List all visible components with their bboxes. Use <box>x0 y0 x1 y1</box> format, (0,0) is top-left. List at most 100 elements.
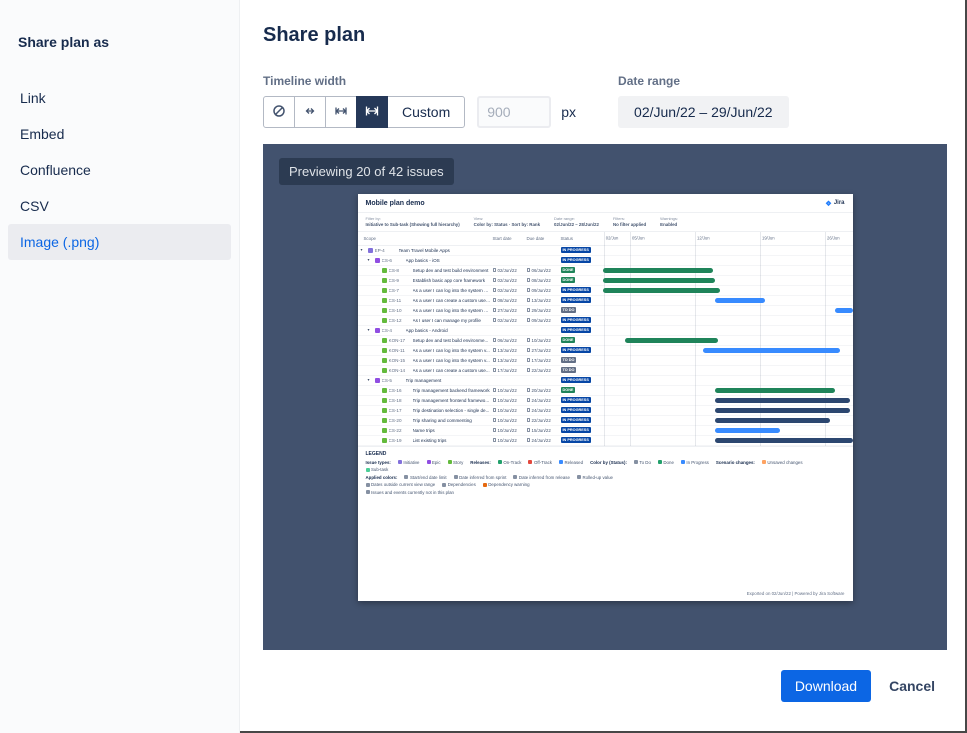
jira-logo: Jira <box>825 199 845 207</box>
timeline-header: 02/Jun 05/Jun 12/Jun 19/Jun 26/Jun <box>603 232 853 245</box>
width-medium-button[interactable] <box>325 96 357 128</box>
issue-type-icon <box>381 367 387 373</box>
timeline-cell <box>603 426 853 435</box>
timeline-tick-label: 02/Jun <box>605 235 619 241</box>
issue-key: CS-22 <box>388 427 402 433</box>
gantt-bar <box>715 408 850 413</box>
expand-icon[interactable]: ▾ <box>367 327 370 332</box>
plan-filter-date-range: Date range: 02/Jun/22 – 28/Jun/22 <box>554 215 599 227</box>
status-badge: IN PROGRESS <box>560 427 591 433</box>
date-cell: 09/Jun/22 <box>526 288 561 293</box>
legend-group-label: Issue types: <box>365 459 391 465</box>
gantt-bar <box>602 278 715 283</box>
date-range-button[interactable]: 02/Jun/22 – 29/Jun/22 <box>618 96 789 128</box>
issue-type-icon <box>381 277 387 283</box>
legend-item: Released <box>559 460 583 465</box>
calendar-icon <box>526 428 530 432</box>
width-fit-button[interactable] <box>263 96 295 128</box>
width-small-icon <box>302 103 318 122</box>
status-badge: TO DO <box>560 357 577 363</box>
legend-swatch-icon <box>633 460 638 464</box>
legend-group-label: Color by (Status): <box>590 459 627 465</box>
date-range-group: Date range 02/Jun/22 – 29/Jun/22 <box>618 74 789 128</box>
legend-group-label: Scenario changes: <box>715 459 755 465</box>
plan-preview-image: Mobile plan demo Jira Filter by: Initiati… <box>357 193 853 601</box>
date-cell: 06/Jun/22 <box>492 338 527 343</box>
timeline-tick-label: 12/Jun <box>697 235 710 241</box>
legend-group-label: Applied colors: <box>365 474 398 480</box>
sidebar-item-link[interactable]: Link <box>20 90 46 106</box>
date-cell: 10/Jun/22 <box>492 398 527 403</box>
width-input[interactable] <box>477 96 552 128</box>
sidebar-item-image-png[interactable]: Image (.png) <box>8 224 231 260</box>
issue-key: CS-7 <box>388 287 399 293</box>
status-cell: IN PROGRESS <box>560 247 603 253</box>
issue-type-icon <box>374 377 380 383</box>
status-cell: IN PROGRESS <box>560 407 603 413</box>
timeline-cell <box>603 436 853 445</box>
issue-summary: Setup dev and test build environment <box>412 267 489 273</box>
width-custom-button[interactable]: Custom <box>387 96 466 128</box>
width-large-button[interactable] <box>356 96 388 128</box>
issue-type-icon <box>381 287 387 293</box>
issue-summary: As a user I can create a custom user... <box>412 297 491 303</box>
plan-row-cs-16: CS-16 Trip management backend framework 10… <box>357 386 853 396</box>
legend-swatch-icon <box>365 482 370 487</box>
timeline-cell <box>603 366 853 375</box>
issue-summary: List existing trips <box>412 437 447 443</box>
controls-row: Timeline width <box>263 74 947 128</box>
plan-row-cs-20: CS-20 Trip sharing and commenting 10/Jun/2… <box>357 416 853 426</box>
gantt-bar <box>715 438 853 443</box>
timeline-cell <box>603 386 853 395</box>
timeline-cell <box>603 296 853 305</box>
calendar-icon <box>526 368 530 372</box>
calendar-icon <box>492 298 496 302</box>
date-cell: 10/Jun/22 <box>492 408 527 413</box>
expand-icon[interactable]: ▾ <box>367 377 370 382</box>
cancel-button[interactable]: Cancel <box>877 670 947 702</box>
gantt-bar <box>715 298 765 303</box>
calendar-icon <box>492 268 496 272</box>
date-cell: 13/Jun/22 <box>492 358 527 363</box>
sidebar-item-confluence[interactable]: Confluence <box>20 162 91 178</box>
legend-swatch-icon <box>426 460 431 464</box>
calendar-icon <box>492 428 496 432</box>
plan-row-kon-17: KON-17 Setup dev and test build environme… <box>357 336 853 346</box>
date-cell: 02/Jun/22 <box>492 268 527 273</box>
timeline-cell <box>603 246 853 255</box>
width-preset-group: Custom <box>263 96 466 128</box>
gantt-bar <box>715 388 835 393</box>
issue-key: CS-9 <box>388 277 399 283</box>
calendar-icon <box>526 398 530 402</box>
issue-key: CS-5 <box>381 377 392 383</box>
width-small-button[interactable] <box>294 96 326 128</box>
plan-column-headers: Scope Start date Due date Status 02/Jun 0… <box>357 232 853 246</box>
status-cell: DONE <box>560 267 603 273</box>
legend-swatch-icon <box>453 475 458 479</box>
date-cell: 20/Jun/22 <box>526 388 561 393</box>
expand-icon[interactable]: ▾ <box>360 247 363 252</box>
expand-icon[interactable]: ▾ <box>367 257 370 262</box>
timeline-cell <box>603 376 853 385</box>
calendar-icon <box>492 348 496 352</box>
sidebar-item-csv[interactable]: CSV <box>20 198 49 214</box>
issue-summary: Trip management frontend framewo... <box>412 397 490 403</box>
plan-rows: ▾ EP-4 Team Travel Mobile Apps IN PROGRESS ▾… <box>357 246 853 446</box>
issue-summary: Trip sharing and commenting <box>412 417 472 423</box>
download-button[interactable]: Download <box>780 670 872 702</box>
sidebar: Share plan as Link Embed Confluence CSV Imag… <box>0 0 240 733</box>
calendar-icon <box>526 338 530 342</box>
issue-summary: Trip destination selection - single de..… <box>412 407 490 413</box>
plan-row-cs-19: CS-19 List existing trips 10/Jun/22 24/Jun/… <box>357 436 853 446</box>
legend-item: Sub-task <box>365 467 388 472</box>
preview-count-badge: Previewing 20 of 42 issues <box>279 158 454 185</box>
status-cell: DONE <box>560 337 603 343</box>
issue-summary: As a user I can create a custom use... <box>412 367 490 373</box>
calendar-icon <box>492 308 496 312</box>
status-badge: DONE <box>560 277 576 283</box>
status-badge: DONE <box>560 337 576 343</box>
status-badge: IN PROGRESS <box>560 407 591 413</box>
status-badge: DONE <box>560 267 576 273</box>
calendar-icon <box>526 438 530 442</box>
sidebar-item-embed[interactable]: Embed <box>20 126 65 142</box>
